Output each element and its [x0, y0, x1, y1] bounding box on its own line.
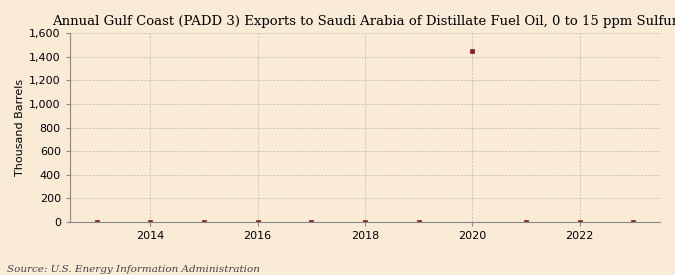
Text: Source: U.S. Energy Information Administration: Source: U.S. Energy Information Administ…	[7, 265, 260, 274]
Y-axis label: Thousand Barrels: Thousand Barrels	[15, 79, 25, 176]
Title: Annual Gulf Coast (PADD 3) Exports to Saudi Arabia of Distillate Fuel Oil, 0 to : Annual Gulf Coast (PADD 3) Exports to Sa…	[52, 15, 675, 28]
